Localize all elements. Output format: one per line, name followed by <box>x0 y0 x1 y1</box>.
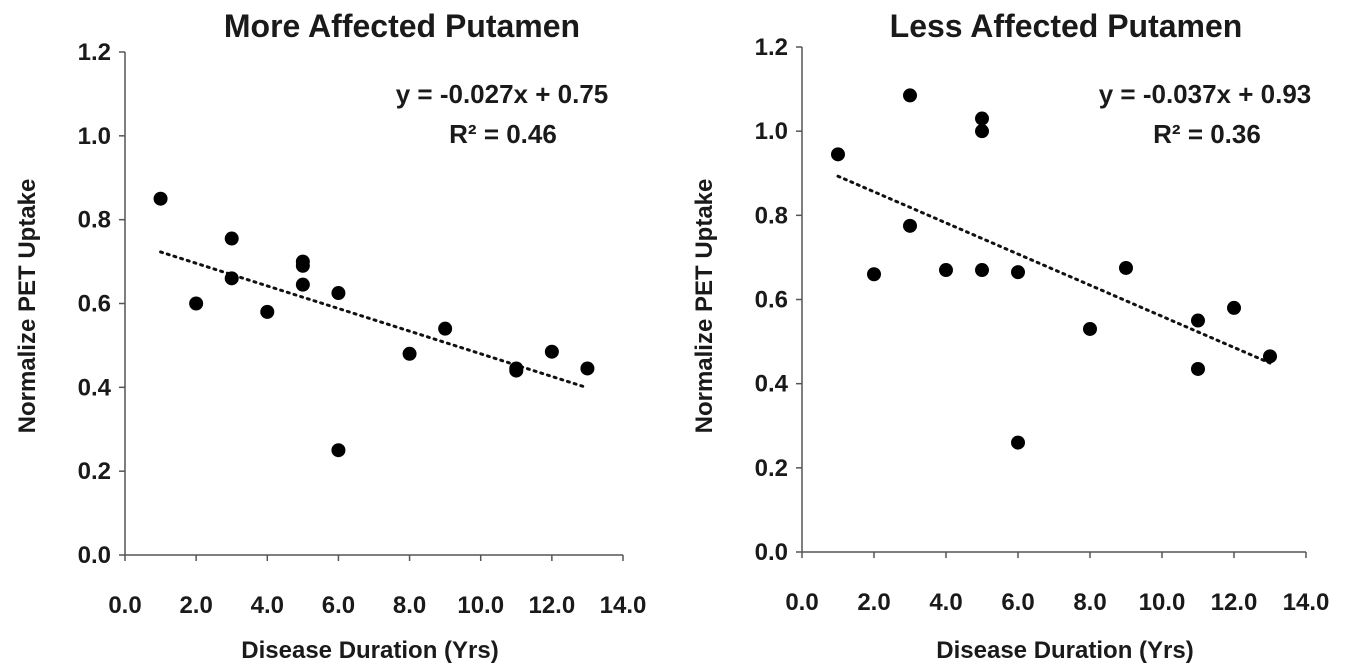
data-point <box>975 111 989 126</box>
x-tick-label: 0.0 <box>785 589 818 616</box>
data-point <box>1263 349 1277 364</box>
data-point <box>975 124 989 139</box>
data-point <box>975 263 989 278</box>
x-axis-label: Disease Duration (Yrs) <box>241 637 498 664</box>
data-point <box>224 231 239 246</box>
data-point <box>1119 260 1133 275</box>
x-tick-label: 0.0 <box>108 592 141 619</box>
x-tick-label: 8.0 <box>393 592 426 619</box>
data-point <box>189 296 204 311</box>
x-axis-label: Disease Duration (Yrs) <box>936 637 1193 664</box>
data-point <box>1083 321 1097 336</box>
data-point <box>1227 300 1241 315</box>
x-tick-label: 2.0 <box>857 589 890 616</box>
data-point <box>438 321 453 336</box>
y-tick-label: 0.4 <box>78 374 112 401</box>
trendline-equation: y = -0.037x + 0.93 <box>1099 79 1312 109</box>
data-point <box>402 346 417 361</box>
data-point <box>509 363 524 378</box>
x-tick-label: 12.0 <box>1211 589 1258 616</box>
y-tick-label: 0.2 <box>755 455 788 482</box>
chart-panel-less-affected: Less Affected Putamen y = -0.037x + 0.93… <box>691 8 1329 664</box>
x-tick-label: 6.0 <box>1001 589 1034 616</box>
chart-title: Less Affected Putamen <box>890 8 1243 44</box>
data-point <box>295 277 310 292</box>
x-tick-label: 6.0 <box>322 592 355 619</box>
x-tick-label: 10.0 <box>1139 589 1186 616</box>
y-tick-label: 0.6 <box>755 287 788 314</box>
y-tick-label: 1.2 <box>755 34 788 61</box>
data-point <box>260 304 275 319</box>
y-tick-label: 0.4 <box>755 371 789 398</box>
x-tick-label: 2.0 <box>179 592 212 619</box>
y-tick-label: 0.2 <box>78 458 111 485</box>
x-tick-label: 10.0 <box>457 592 504 619</box>
plot-area: 0.0 0.2 0.4 0.6 0.8 1.0 1.2 0.0 2.0 4.0 6.0 8.0 10.0… <box>78 39 647 619</box>
data-point <box>939 263 953 278</box>
r-squared-label: R² = 0.46 <box>449 119 557 149</box>
data-point <box>1191 313 1205 328</box>
trendline-equation: y = -0.027x + 0.75 <box>396 79 609 109</box>
y-tick-label: 1.0 <box>78 123 111 150</box>
y-tick-label: 0.8 <box>78 207 111 234</box>
data-point <box>580 361 595 376</box>
trendline <box>159 250 589 390</box>
data-point <box>224 271 239 286</box>
y-axis-label: Normalize PET Uptake <box>691 179 718 434</box>
trendline <box>836 174 1272 365</box>
x-tick-label: 8.0 <box>1073 589 1106 616</box>
y-tick-label: 0.0 <box>755 539 788 566</box>
data-point <box>1011 435 1025 450</box>
data-point <box>331 286 346 301</box>
x-tick-label: 12.0 <box>528 592 575 619</box>
chart-title: More Affected Putamen <box>224 8 580 44</box>
r-squared-label: R² = 0.36 <box>1153 119 1261 149</box>
plot-area: 0.0 0.2 0.4 0.6 0.8 1.0 1.2 0.0 2.0 4.0 6.0 8.0 10.0… <box>755 34 1330 616</box>
data-point <box>295 258 310 273</box>
data-point <box>1191 361 1205 376</box>
y-tick-label: 0.0 <box>78 542 111 569</box>
x-tick-label: 14.0 <box>600 592 647 619</box>
y-tick-label: 1.0 <box>755 118 788 145</box>
data-point <box>153 191 168 206</box>
y-tick-label: 0.8 <box>755 202 788 229</box>
y-axis-label: Normalize PET Uptake <box>14 179 41 434</box>
x-tick-label: 4.0 <box>251 592 284 619</box>
data-point <box>331 443 346 458</box>
data-point <box>903 88 917 103</box>
data-point <box>831 147 845 162</box>
data-point <box>1011 265 1025 280</box>
chart-panel-more-affected: More Affected Putamen y = -0.027x + 0.75… <box>14 8 646 664</box>
x-tick-label: 4.0 <box>929 589 962 616</box>
data-point <box>544 344 559 359</box>
y-tick-label: 1.2 <box>78 39 111 66</box>
x-tick-label: 14.0 <box>1283 589 1330 616</box>
data-point <box>903 218 917 233</box>
data-point <box>867 267 881 282</box>
y-tick-label: 0.6 <box>78 291 111 318</box>
